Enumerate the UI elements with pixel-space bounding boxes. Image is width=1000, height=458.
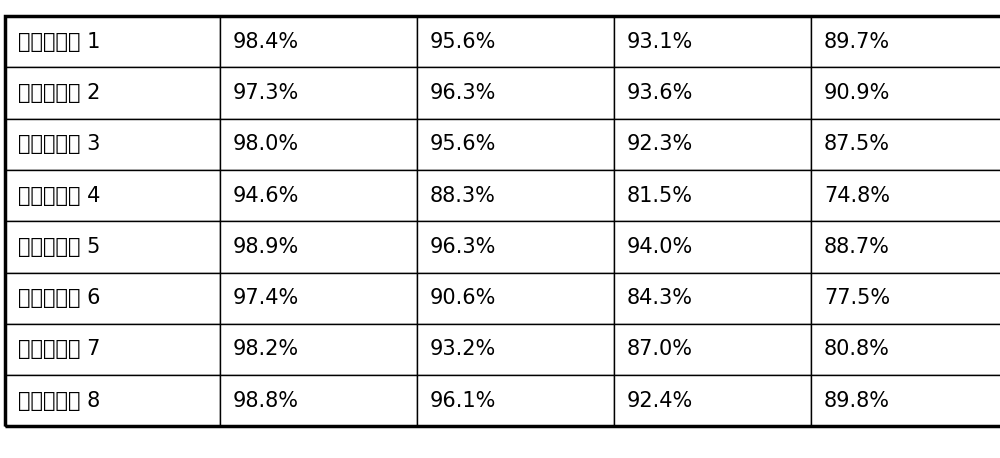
- Text: 87.5%: 87.5%: [824, 134, 890, 154]
- Text: 97.4%: 97.4%: [233, 288, 299, 308]
- Text: 74.8%: 74.8%: [824, 185, 890, 206]
- Text: 对比实施例 1: 对比实施例 1: [18, 32, 100, 52]
- Bar: [614, 170, 811, 221]
- Text: 98.9%: 98.9%: [233, 237, 299, 257]
- Bar: [5, 221, 220, 273]
- Text: 93.6%: 93.6%: [627, 83, 693, 103]
- Text: 84.3%: 84.3%: [627, 288, 693, 308]
- Text: 87.0%: 87.0%: [627, 339, 693, 360]
- Bar: [220, 273, 417, 324]
- Bar: [614, 324, 811, 375]
- Text: 92.3%: 92.3%: [627, 134, 693, 154]
- Text: 90.9%: 90.9%: [824, 83, 890, 103]
- Bar: [5, 170, 220, 221]
- Text: 96.3%: 96.3%: [430, 237, 496, 257]
- Text: 94.0%: 94.0%: [627, 237, 693, 257]
- Text: 对比实施例 2: 对比实施例 2: [18, 83, 100, 103]
- Text: 81.5%: 81.5%: [627, 185, 693, 206]
- Text: 96.3%: 96.3%: [430, 83, 496, 103]
- Bar: [220, 119, 417, 170]
- Text: 对比实施例 6: 对比实施例 6: [18, 288, 100, 308]
- Text: 98.8%: 98.8%: [233, 391, 299, 411]
- Bar: [614, 375, 811, 426]
- Bar: [220, 375, 417, 426]
- Bar: [5, 16, 220, 67]
- Text: 95.6%: 95.6%: [430, 32, 496, 52]
- Text: 对比实施例 5: 对比实施例 5: [18, 237, 100, 257]
- Bar: [417, 375, 614, 426]
- Text: 88.3%: 88.3%: [430, 185, 496, 206]
- Text: 对比实施例 8: 对比实施例 8: [18, 391, 100, 411]
- Bar: [417, 273, 614, 324]
- Bar: [811, 273, 1000, 324]
- Text: 93.2%: 93.2%: [430, 339, 496, 360]
- Bar: [417, 170, 614, 221]
- Text: 89.7%: 89.7%: [824, 32, 890, 52]
- Text: 95.6%: 95.6%: [430, 134, 496, 154]
- Bar: [614, 119, 811, 170]
- Bar: [614, 221, 811, 273]
- Bar: [5, 273, 220, 324]
- Bar: [811, 119, 1000, 170]
- Bar: [220, 221, 417, 273]
- Text: 96.1%: 96.1%: [430, 391, 496, 411]
- Bar: [5, 16, 1000, 426]
- Bar: [417, 67, 614, 119]
- Text: 92.4%: 92.4%: [627, 391, 693, 411]
- Text: 对比实施例 4: 对比实施例 4: [18, 185, 100, 206]
- Bar: [417, 16, 614, 67]
- Text: 89.8%: 89.8%: [824, 391, 890, 411]
- Bar: [417, 324, 614, 375]
- Bar: [220, 67, 417, 119]
- Text: 97.3%: 97.3%: [233, 83, 299, 103]
- Text: 90.6%: 90.6%: [430, 288, 496, 308]
- Bar: [417, 119, 614, 170]
- Text: 80.8%: 80.8%: [824, 339, 890, 360]
- Text: 88.7%: 88.7%: [824, 237, 890, 257]
- Bar: [811, 67, 1000, 119]
- Bar: [811, 221, 1000, 273]
- Text: 98.2%: 98.2%: [233, 339, 299, 360]
- Text: 93.1%: 93.1%: [627, 32, 693, 52]
- Bar: [5, 119, 220, 170]
- Bar: [614, 67, 811, 119]
- Bar: [811, 324, 1000, 375]
- Text: 94.6%: 94.6%: [233, 185, 299, 206]
- Text: 对比实施例 3: 对比实施例 3: [18, 134, 100, 154]
- Text: 对比实施例 7: 对比实施例 7: [18, 339, 100, 360]
- Bar: [417, 221, 614, 273]
- Bar: [811, 16, 1000, 67]
- Bar: [614, 16, 811, 67]
- Bar: [5, 324, 220, 375]
- Text: 98.4%: 98.4%: [233, 32, 299, 52]
- Bar: [220, 16, 417, 67]
- Bar: [220, 324, 417, 375]
- Bar: [614, 273, 811, 324]
- Bar: [5, 67, 220, 119]
- Bar: [220, 170, 417, 221]
- Bar: [811, 375, 1000, 426]
- Bar: [811, 170, 1000, 221]
- Bar: [5, 375, 220, 426]
- Text: 98.0%: 98.0%: [233, 134, 299, 154]
- Text: 77.5%: 77.5%: [824, 288, 890, 308]
